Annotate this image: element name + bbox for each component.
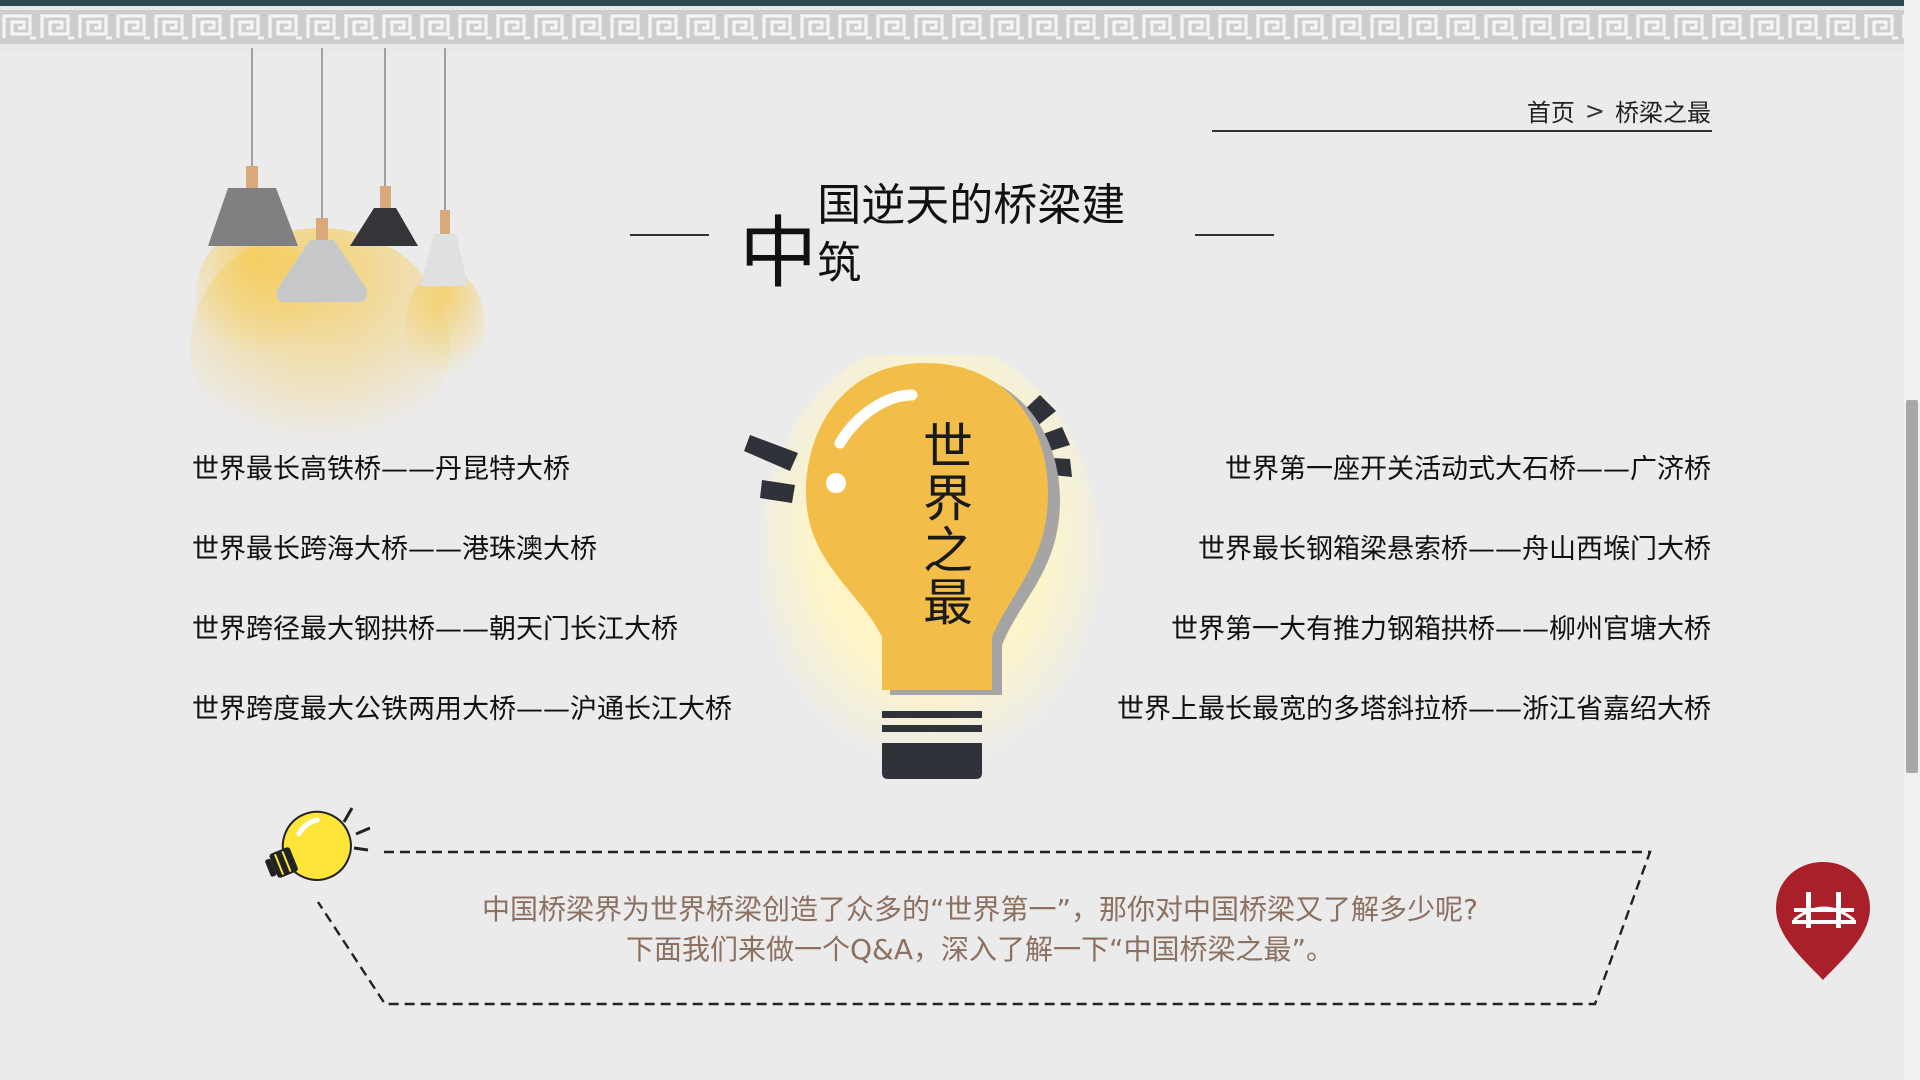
bridge-pin-icon[interactable] — [1770, 858, 1876, 984]
top-decorative-band — [0, 0, 1904, 52]
bulb-label: 世界之最 — [915, 420, 973, 628]
breadcrumb-current: 桥梁之最 — [1615, 99, 1711, 127]
page-title: 中 国逆天的桥梁建筑 — [630, 180, 1274, 293]
title-first-char: 中 — [739, 209, 818, 299]
record-item[interactable]: 世界第一座开关活动式大石桥——广济桥 — [1225, 454, 1711, 485]
record-item[interactable]: 世界跨度最大公铁两用大桥——沪通长江大桥 — [192, 694, 732, 725]
record-item[interactable]: 世界最长高铁桥——丹昆特大桥 — [192, 454, 570, 485]
title-rule-left — [630, 234, 710, 236]
breadcrumb-home-link[interactable]: 首页 — [1526, 99, 1575, 127]
record-item[interactable]: 世界最长钢箱梁悬索桥——舟山西堠门大桥 — [1198, 534, 1711, 565]
pendant-lamps-icon — [190, 48, 485, 468]
fret-pattern-icon — [0, 12, 1904, 42]
record-item[interactable]: 世界第一大有推力钢箱拱桥——柳州官塘大桥 — [1171, 614, 1711, 645]
page-scrollbar-thumb[interactable] — [1906, 400, 1918, 773]
records-right-list: 世界第一座开关活动式大石桥——广济桥 世界最长钢箱梁悬索桥——舟山西堠门大桥 世… — [1117, 452, 1711, 772]
intro-note-line-1: 中国桥梁界为世界桥梁创造了众多的“世界第一”，那你对中国桥梁又了解多少呢? — [482, 893, 1478, 926]
record-item[interactable]: 世界跨径最大钢拱桥——朝天门长江大桥 — [192, 614, 678, 645]
title-rule-right — [1194, 234, 1274, 236]
lightbulb-icon — [744, 355, 1100, 779]
intro-note: 中国桥梁界为世界桥梁创造了众多的“世界第一”，那你对中国桥梁又了解多少呢? 下面… — [350, 890, 1610, 970]
record-item[interactable]: 世界上最长最宽的多塔斜拉桥——浙江省嘉绍大桥 — [1117, 694, 1711, 725]
note-dashed-frame — [316, 850, 1652, 1006]
breadcrumb: 首页 > 桥梁之最 — [1527, 93, 1711, 128]
records-left-list: 世界最长高铁桥——丹昆特大桥 世界最长跨海大桥——港珠澳大桥 世界跨径最大钢拱桥… — [192, 452, 732, 772]
record-item[interactable]: 世界最长跨海大桥——港珠澳大桥 — [192, 534, 597, 565]
title-text: 中 国逆天的桥梁建筑 — [739, 177, 1165, 293]
intro-note-line-2: 下面我们来做一个Q&A，深入了解一下“中国桥梁之最”。 — [625, 933, 1335, 966]
title-rest: 国逆天的桥梁建筑 — [817, 180, 1126, 289]
breadcrumb-underline — [1212, 130, 1712, 132]
small-lightbulb-icon — [265, 807, 371, 881]
breadcrumb-separator: > — [1584, 96, 1605, 125]
